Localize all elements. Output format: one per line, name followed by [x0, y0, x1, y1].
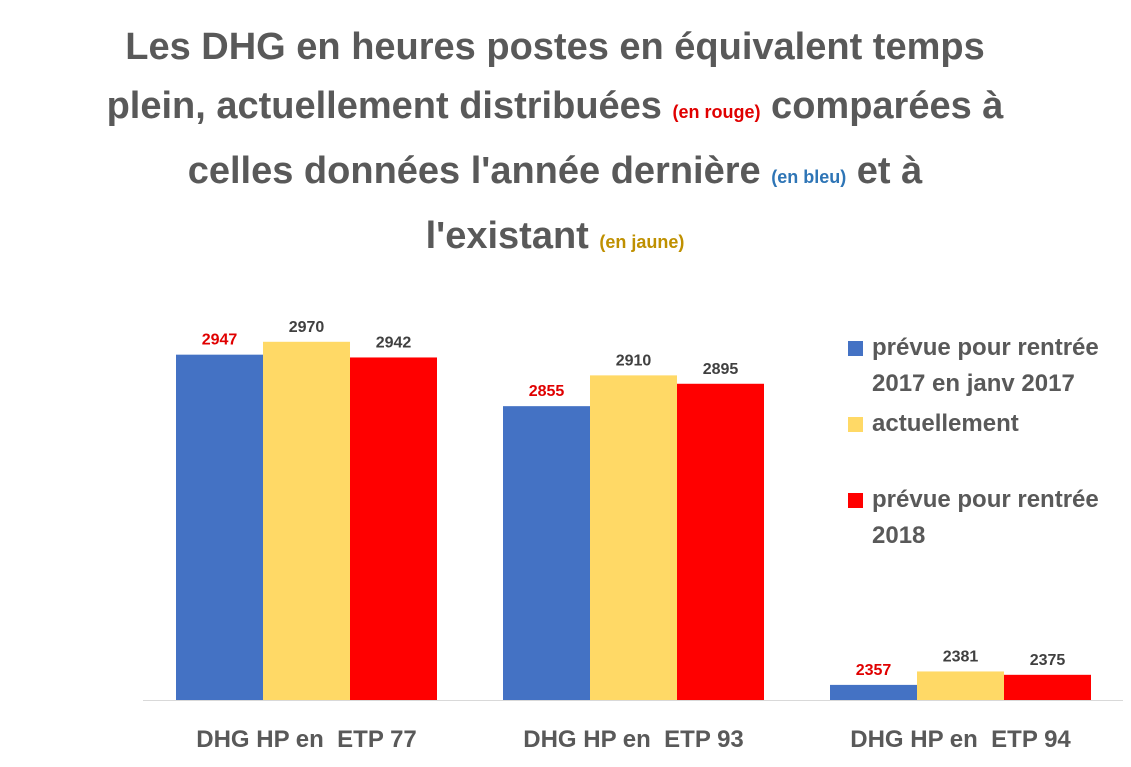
title-line-2-end: comparées à	[760, 85, 1004, 127]
bar-1-series-3	[350, 357, 437, 700]
bar-1-series-1	[176, 354, 263, 700]
legend-label-current: actuellement	[872, 410, 1019, 437]
title-line-4-text: l'existant	[425, 215, 600, 257]
bar-3-series-1	[830, 684, 917, 700]
title-red-note: (en rouge)	[672, 102, 761, 122]
category-label-2: DHG HP en ETP 93	[523, 726, 744, 753]
bar-2-series-2	[590, 375, 677, 700]
title-gold-note: (en jaune)	[599, 232, 685, 252]
legend: prévue pour rentrée 2017 en janv 2017 ac…	[848, 330, 1128, 554]
data-label-2-series-1: 2855	[529, 383, 565, 400]
bar-3-series-2	[917, 671, 1004, 700]
bar-2-series-1	[503, 406, 590, 700]
bar-1-series-2	[263, 341, 350, 700]
title-line-2-text: plein, actuellement distribuées	[106, 85, 673, 127]
title-blue-note: (en bleu)	[771, 167, 847, 187]
data-label-3-series-1: 2357	[856, 662, 892, 679]
title-line-4: l'existant (en jaune)	[50, 207, 1060, 272]
category-label-1: DHG HP en ETP 77	[196, 726, 417, 753]
data-label-1-series-3: 2942	[376, 334, 412, 351]
title-line-2: plein, actuellement distribuées (en roug…	[50, 77, 1060, 142]
legend-label-2017: prévue pour rentrée 2017 en janv 2017	[872, 334, 1099, 397]
legend-label-2018: prévue pour rentrée 2018	[872, 486, 1099, 549]
data-label-1-series-1: 2947	[202, 332, 238, 349]
category-label-3: DHG HP en ETP 94	[850, 726, 1071, 753]
legend-swatch-red	[848, 493, 863, 508]
chart-title: Les DHG en heures postes en équivalent t…	[50, 18, 1060, 272]
data-label-3-series-2: 2381	[943, 648, 979, 665]
legend-item-2017: prévue pour rentrée 2017 en janv 2017	[848, 330, 1128, 406]
legend-item-current: actuellement	[848, 406, 1128, 482]
data-label-1-series-2: 2970	[289, 319, 325, 336]
legend-swatch-yellow	[848, 417, 863, 432]
data-label-3-series-3: 2375	[1030, 652, 1066, 669]
title-line-1: Les DHG en heures postes en équivalent t…	[50, 18, 1060, 77]
bar-3-series-3	[1004, 674, 1091, 700]
data-label-2-series-3: 2895	[703, 361, 739, 378]
legend-item-2018: prévue pour rentrée 2018	[848, 482, 1128, 554]
title-line-3-end: et à	[846, 150, 923, 192]
bar-2-series-3	[677, 383, 764, 700]
title-line-3-text: celles données l'année dernière	[187, 150, 772, 192]
data-label-2-series-2: 2910	[616, 352, 652, 369]
title-line-1-text: Les DHG en heures postes en équivalent t…	[125, 26, 985, 68]
legend-swatch-blue	[848, 341, 863, 356]
title-line-3: celles données l'année dernière (en bleu…	[50, 142, 1060, 207]
